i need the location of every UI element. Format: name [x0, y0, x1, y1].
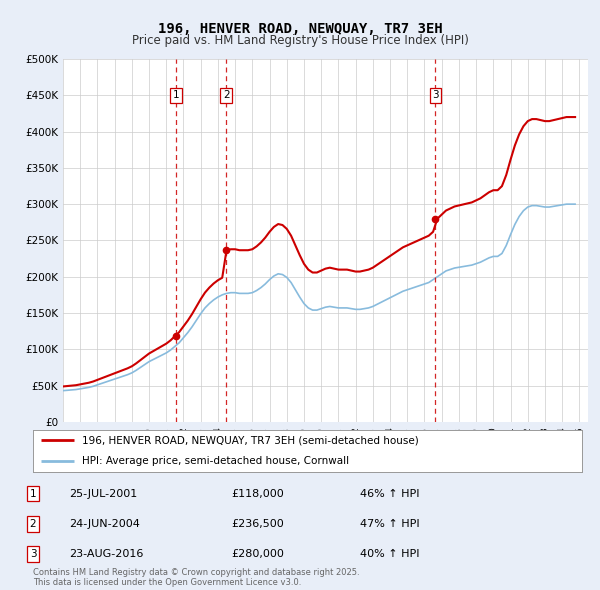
Text: 196, HENVER ROAD, NEWQUAY, TR7 3EH (semi-detached house): 196, HENVER ROAD, NEWQUAY, TR7 3EH (semi… [82, 435, 419, 445]
Text: £280,000: £280,000 [231, 549, 284, 559]
Text: £236,500: £236,500 [231, 519, 284, 529]
Text: 3: 3 [432, 90, 439, 100]
Text: 1: 1 [173, 90, 179, 100]
Text: Price paid vs. HM Land Registry's House Price Index (HPI): Price paid vs. HM Land Registry's House … [131, 34, 469, 47]
Text: 47% ↑ HPI: 47% ↑ HPI [360, 519, 419, 529]
Text: HPI: Average price, semi-detached house, Cornwall: HPI: Average price, semi-detached house,… [82, 457, 350, 466]
Text: £118,000: £118,000 [231, 489, 284, 499]
Text: 3: 3 [29, 549, 37, 559]
Text: 2: 2 [223, 90, 229, 100]
Text: 40% ↑ HPI: 40% ↑ HPI [360, 549, 419, 559]
Text: 1: 1 [29, 489, 37, 499]
Text: 46% ↑ HPI: 46% ↑ HPI [360, 489, 419, 499]
Text: 2: 2 [29, 519, 37, 529]
Text: 23-AUG-2016: 23-AUG-2016 [69, 549, 143, 559]
Text: 25-JUL-2001: 25-JUL-2001 [69, 489, 137, 499]
Text: Contains HM Land Registry data © Crown copyright and database right 2025.
This d: Contains HM Land Registry data © Crown c… [33, 568, 359, 587]
Text: 24-JUN-2004: 24-JUN-2004 [69, 519, 140, 529]
Text: 196, HENVER ROAD, NEWQUAY, TR7 3EH: 196, HENVER ROAD, NEWQUAY, TR7 3EH [158, 22, 442, 36]
